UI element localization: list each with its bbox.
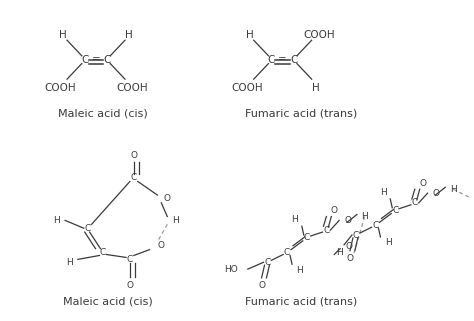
Text: HO: HO — [224, 265, 238, 273]
Text: C: C — [268, 55, 275, 65]
Text: O: O — [127, 281, 133, 290]
Text: H: H — [53, 216, 60, 225]
Text: C: C — [353, 230, 359, 239]
Text: C: C — [127, 255, 133, 264]
Text: Fumaric acid (trans): Fumaric acid (trans) — [245, 296, 357, 306]
Text: H: H — [125, 30, 133, 40]
Text: Maleic acid (cis): Maleic acid (cis) — [58, 108, 148, 118]
Text: =: = — [278, 54, 287, 64]
Text: O: O — [346, 242, 353, 251]
Text: H: H — [59, 30, 67, 40]
Text: O: O — [345, 216, 352, 225]
Text: H: H — [450, 185, 456, 194]
Text: H: H — [297, 265, 303, 274]
Text: O: O — [258, 281, 265, 290]
Text: C: C — [81, 55, 89, 65]
Text: O: O — [130, 151, 137, 160]
Text: COOH: COOH — [304, 30, 335, 40]
Text: =: = — [91, 54, 100, 64]
Text: C: C — [131, 173, 137, 182]
Text: Maleic acid (cis): Maleic acid (cis) — [63, 296, 153, 306]
Text: C: C — [290, 55, 298, 65]
Text: C: C — [392, 206, 398, 215]
Text: C: C — [323, 226, 329, 235]
Text: C: C — [264, 258, 271, 267]
Text: H: H — [336, 248, 343, 257]
Text: C: C — [284, 248, 290, 257]
Text: H: H — [385, 238, 392, 247]
Text: C: C — [412, 198, 418, 207]
Text: O: O — [164, 195, 171, 204]
Text: COOH: COOH — [116, 83, 148, 93]
Text: C: C — [304, 233, 310, 242]
Text: C: C — [373, 221, 379, 230]
Text: H: H — [312, 83, 319, 93]
Text: H: H — [361, 212, 368, 221]
Text: H: H — [380, 188, 387, 197]
Text: COOH: COOH — [45, 83, 76, 93]
Text: H: H — [292, 215, 298, 224]
Text: H: H — [246, 30, 254, 40]
Text: O: O — [433, 189, 440, 198]
Text: C: C — [84, 224, 91, 233]
Text: O: O — [158, 241, 165, 250]
Text: C: C — [99, 248, 106, 257]
Text: O: O — [419, 179, 426, 188]
Text: O: O — [346, 254, 354, 263]
Text: H: H — [172, 216, 179, 225]
Text: O: O — [331, 206, 338, 215]
Text: H: H — [67, 258, 73, 267]
Text: Fumaric acid (trans): Fumaric acid (trans) — [245, 108, 357, 118]
Text: COOH: COOH — [231, 83, 263, 93]
Text: C: C — [104, 55, 111, 65]
